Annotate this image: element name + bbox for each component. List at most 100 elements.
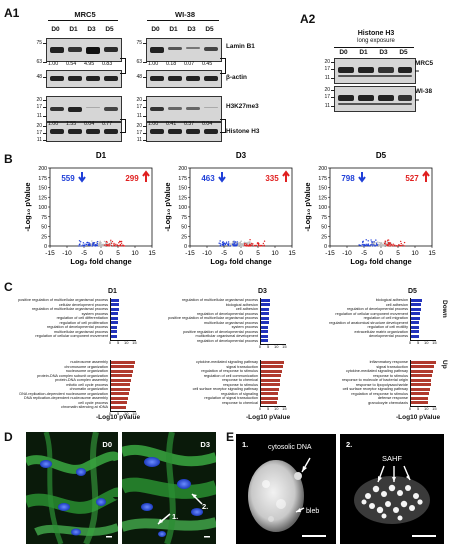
- go-d1-up-bar-8: [110, 396, 128, 400]
- go-d3-down-bar-2: [260, 307, 270, 311]
- a2-mrc5-blot: [334, 58, 416, 84]
- mw-bot-1-1: 17: [136, 104, 142, 110]
- go-d1-up-bar-0: [110, 360, 136, 364]
- volcano-1-ns-point-104: [247, 241, 249, 243]
- go-d3-up-term-8: regulation of signal transduction: [204, 396, 258, 400]
- target-histone-h3: Histone H3: [226, 128, 260, 135]
- go-d1-down-term-2: regulation of multicellular organismal p…: [32, 307, 108, 311]
- go-d1-up-xtick-0: 0: [108, 410, 112, 416]
- go-d5-up-term-3: response to stimulus: [373, 373, 408, 378]
- micrograph-e1-image: [248, 457, 326, 537]
- volcano-1-up-point-22: [253, 245, 256, 247]
- volcano-title-0: D1: [96, 151, 107, 160]
- wi38-lamin-quant-2: 0.07: [184, 61, 195, 67]
- wi38-actin-blot-band-3: [204, 76, 218, 81]
- volcano-0-up-point-16: [107, 245, 109, 247]
- wi38-h3k-blot-band-2: [186, 107, 200, 110]
- a2-lane-d0: D0: [339, 49, 348, 56]
- go-d3-down-xtick-1: 5: [267, 344, 270, 349]
- volcano-1-up-point-32: [262, 242, 265, 245]
- volcano-1-down-point-21: [227, 241, 230, 243]
- go-d3-up-bar-8: [260, 396, 278, 400]
- go-d3-down-bar-5: [260, 321, 269, 325]
- a2-mrc5-blot-band-3: [398, 67, 412, 73]
- volcano-1-ns-point-82: [238, 242, 241, 244]
- volcano-1-ytick-6: 150: [178, 186, 187, 192]
- go-d1-up-bar-7: [110, 392, 129, 396]
- volcano-2-ylabel: -Log₁₀ pValue: [303, 183, 312, 232]
- mw-bot-dash-0-1: [43, 107, 47, 108]
- volcano-2-down-point-38: [362, 245, 365, 247]
- volcano-1-down-point-18: [233, 240, 235, 243]
- go-d1-up-axis: [110, 410, 136, 412]
- mrc5-actin-blot-band-2: [86, 76, 100, 81]
- mrc5-h3k-blot-band-2: [86, 107, 100, 108]
- mw-bot-0-5: 11: [36, 137, 42, 143]
- volcano-0-up-point-39: [106, 244, 108, 246]
- a2-title-line2: long exposure: [357, 38, 395, 44]
- volcano-1-up-point-31: [244, 242, 246, 245]
- go-d5-up-bar-7: [410, 392, 429, 396]
- volcano-0-ytick-4: 100: [38, 205, 47, 211]
- volcano-1-down-point-33: [219, 243, 221, 245]
- volcano-2-down-point-29: [363, 245, 366, 247]
- micrograph-d3: D3 1. 2.: [122, 432, 216, 544]
- mw-top-dash-0-2: [43, 77, 47, 78]
- volcano-0-down-arrow: [78, 172, 86, 183]
- mw-bot-dash-1-4: [143, 133, 147, 134]
- volcano-0-down-count: 559: [61, 174, 75, 183]
- volcano-1-up-count: 335: [265, 174, 279, 183]
- volcano-title-1: D3: [236, 151, 247, 160]
- a2-mw-dash-4: [331, 97, 335, 98]
- volcano-2-ytick-2: 50: [321, 225, 327, 231]
- go-d3-up-bar-1: [260, 365, 284, 369]
- go-d5-down-bar-5: [410, 321, 420, 325]
- a2-mw-1: 17: [324, 66, 330, 72]
- volcano-1-down-point-37: [234, 245, 237, 247]
- volcano-0-down-point-36: [92, 242, 95, 245]
- go-d1-down-xtick-1: 5: [117, 339, 120, 345]
- go-d5-up-yaxis: [410, 360, 411, 406]
- volcano-1-up-point-35: [249, 245, 252, 247]
- mrc5-h3-blot-band-1: [68, 129, 82, 134]
- mrc5-h3k-blot: [46, 96, 122, 122]
- volcano-0-up-point-6: [118, 242, 120, 244]
- volcano-0-down-point-31: [89, 244, 91, 247]
- a2-lane-d1: D1: [359, 49, 368, 56]
- go-title-1: D3: [258, 288, 267, 295]
- target-h3k27me3: H3K27me3: [226, 103, 259, 110]
- go-d1-up-term-4: protein-DNA complex assembly: [55, 378, 108, 382]
- volcano-1-ytick-1: 25: [181, 234, 187, 240]
- volcano-0-down-point-15: [91, 245, 93, 247]
- volcano-2-down-point-34: [361, 243, 363, 246]
- volcano-2-down-point-26: [374, 245, 376, 247]
- go-d3-up-bar-7: [260, 392, 279, 396]
- volcano-2-up-point-27: [400, 240, 402, 243]
- go-d1-up-xtick-3: 15: [132, 410, 137, 416]
- a2-wi38-blot-band-2: [378, 95, 394, 101]
- mw-top-1-0: 75: [136, 40, 142, 46]
- volcano-1-down-point-17: [227, 243, 230, 246]
- go-down-side-label: Down: [441, 300, 448, 318]
- mrc5-h3k-quant-3: 0.77: [102, 121, 113, 127]
- wi38-h3k-blot-band-0: [150, 107, 164, 111]
- go-d1-down-axis: [110, 339, 136, 341]
- mrc5-actin-blot-band-0: [50, 76, 64, 81]
- wi38-h3k-bracket: [220, 119, 226, 133]
- volcano-1-ytick-8: 200: [178, 166, 187, 172]
- volcano-2-up-point-10: [402, 244, 404, 246]
- volcano-0-up-point-27: [111, 240, 114, 243]
- go-d5-up-term-6: cell surface receptor signaling pathway: [342, 387, 408, 391]
- go-d5-down-axis: [410, 339, 436, 341]
- a2-mrc5-blot-band-0: [338, 67, 354, 73]
- mrc5-lamin-bracket: [120, 58, 126, 74]
- volcano-2-xtick-2: -5: [361, 250, 367, 257]
- volcano-2-up-count: 527: [405, 174, 419, 183]
- volcano-1-up-point-26: [251, 242, 253, 245]
- volcano-2-ns-point-95: [379, 242, 381, 244]
- go-d3-down-bar-8: [260, 334, 268, 338]
- go-d5-down-term-2: regulation of developmental process: [347, 307, 408, 311]
- go-d3-up-term-7: regulation of signaling: [221, 391, 258, 396]
- volcano-1-down-arrow: [218, 172, 226, 183]
- volcano-0-up-point-32: [122, 245, 124, 247]
